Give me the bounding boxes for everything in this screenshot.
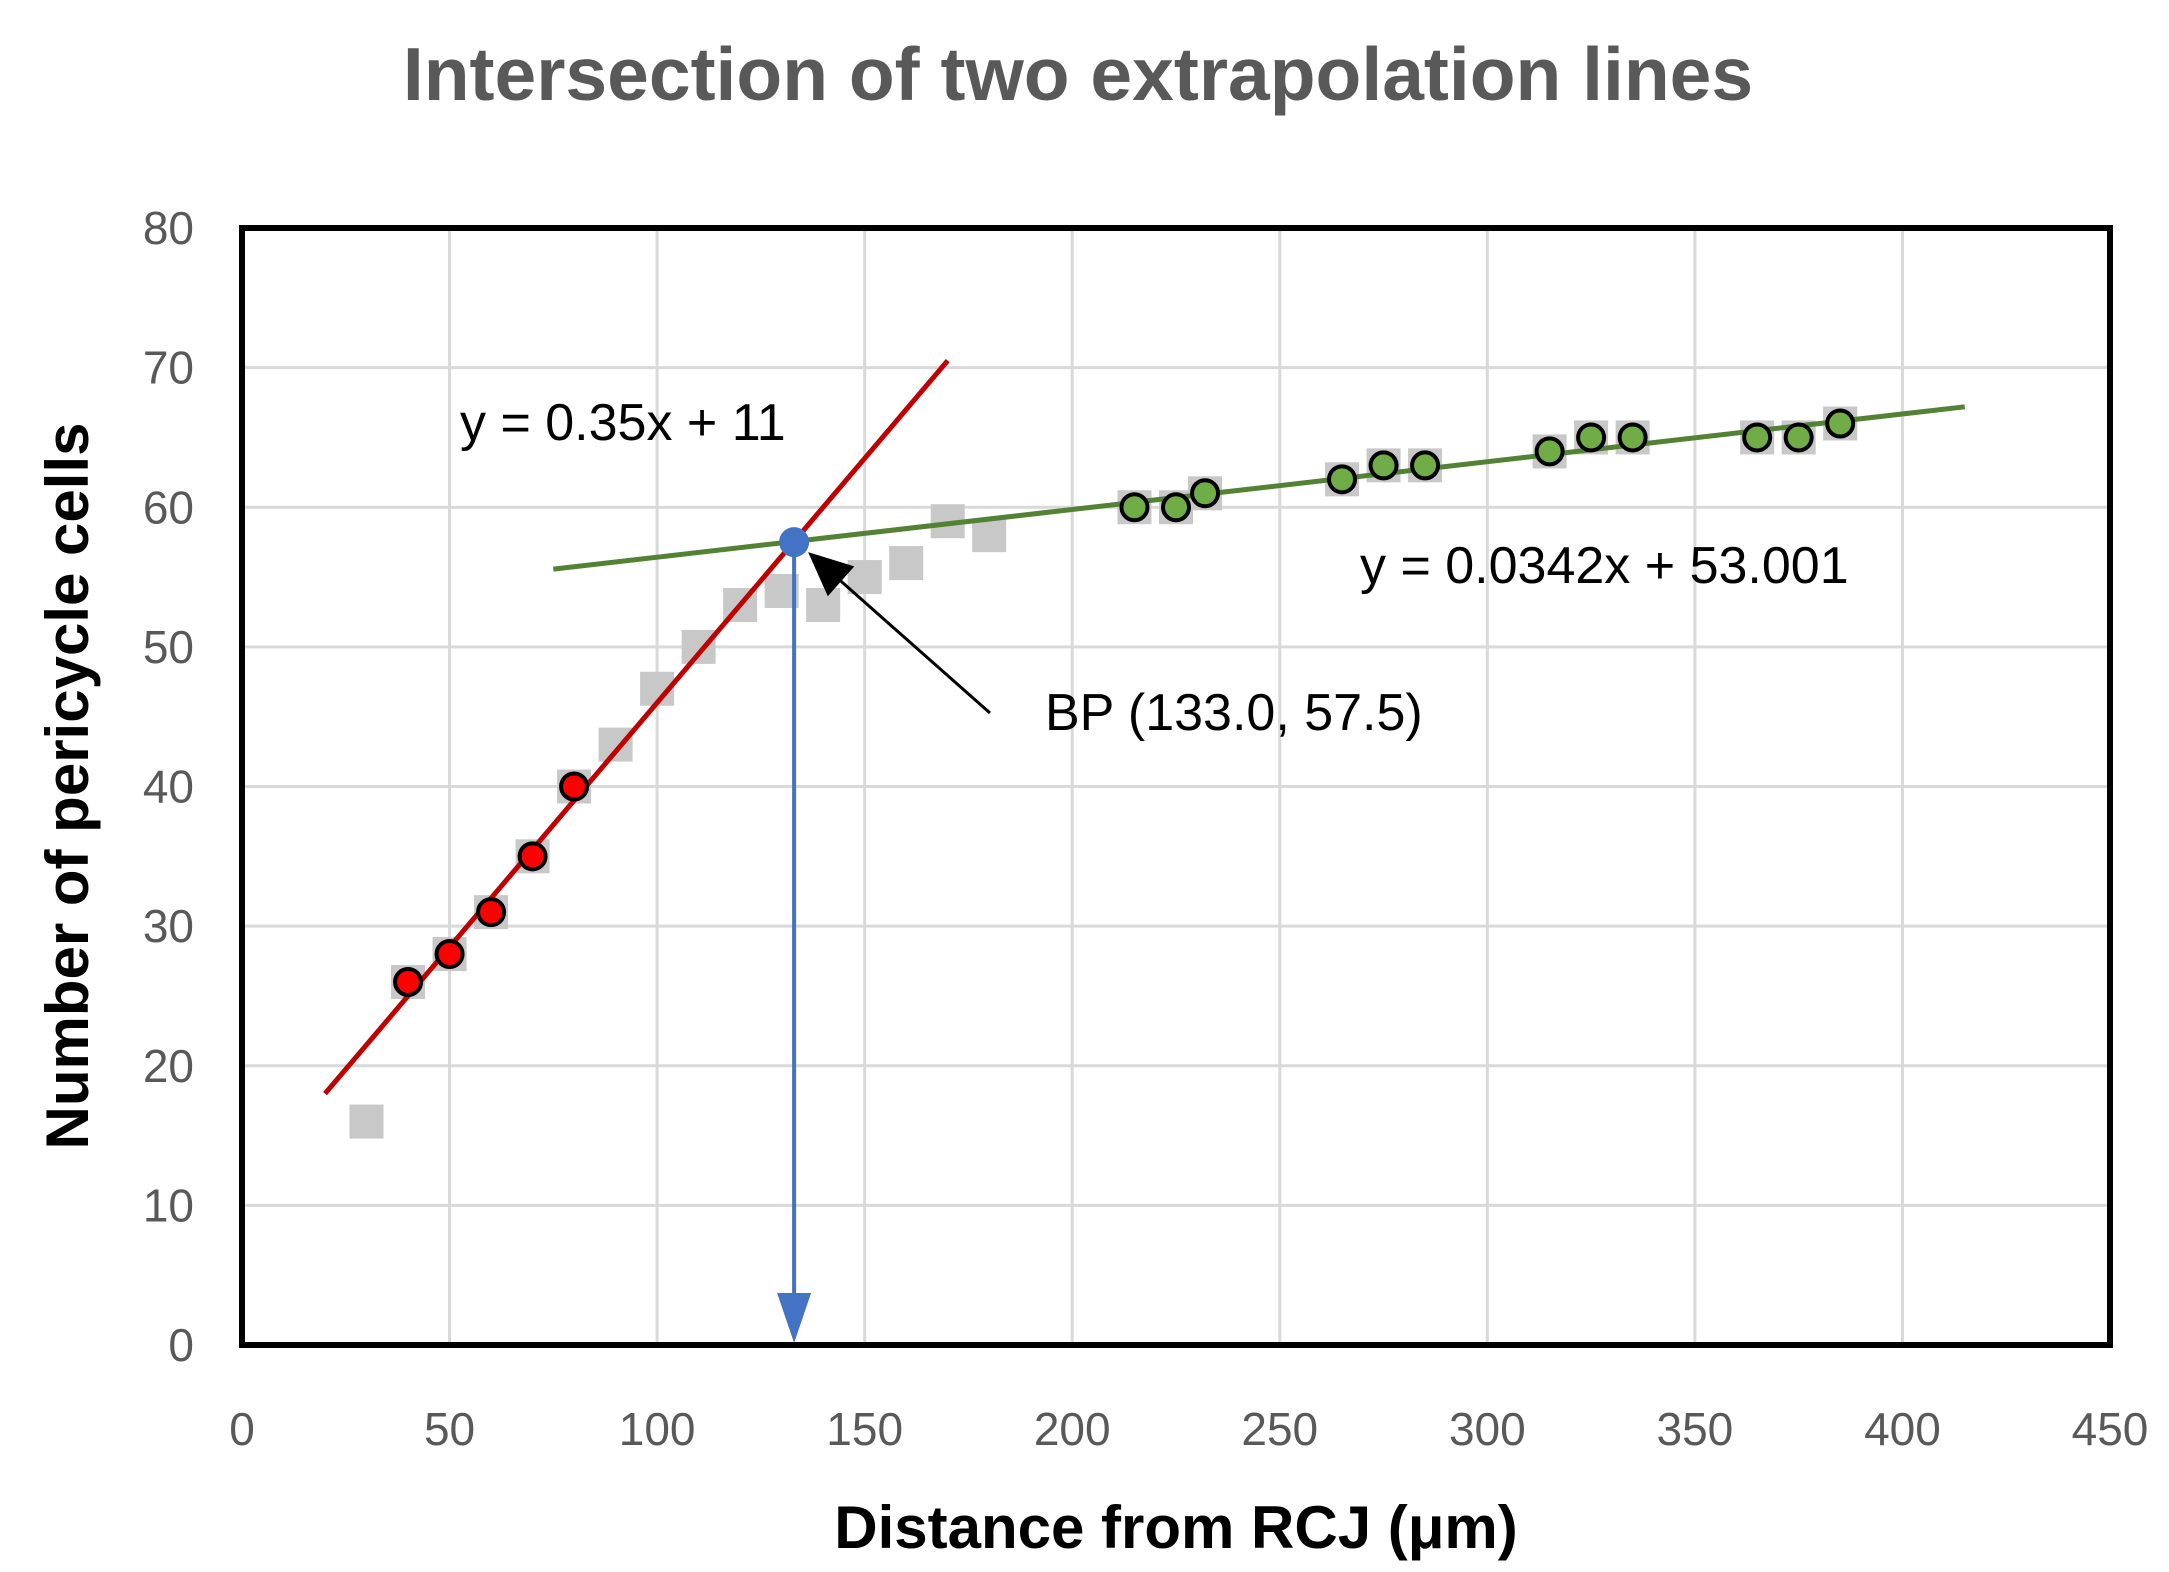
y-tick-label: 50 (143, 621, 194, 673)
data-point-circle (1327, 464, 1358, 495)
x-tick-label: 200 (1034, 1403, 1111, 1455)
y-axis-title: Number of pericycle cells (34, 423, 101, 1150)
x-tick-label: 50 (424, 1403, 475, 1455)
y-tick-label: 0 (168, 1319, 194, 1371)
data-point-square (972, 518, 1007, 553)
data-point-circle (434, 939, 465, 970)
data-point-circle (1576, 422, 1607, 453)
data-point-circle (393, 966, 424, 997)
x-tick-label: 0 (229, 1403, 255, 1455)
y-tick-label: 10 (143, 1179, 194, 1231)
data-point-circle (559, 771, 590, 802)
data-point-square (598, 727, 633, 762)
x-axis-title: Distance from RCJ (μm) (834, 1494, 1518, 1561)
chart-title: Intersection of two extrapolation lines (403, 32, 1753, 116)
data-point-circle (1410, 450, 1441, 481)
data-point-circle (1534, 436, 1565, 467)
x-tick-label: 150 (826, 1403, 903, 1455)
data-point-circle (476, 897, 507, 928)
trend-line (323, 359, 950, 1096)
data-point-circle (1742, 422, 1773, 453)
data-point-circle (1161, 492, 1191, 523)
early-trend-equation: y = 0.35x + 11 (460, 394, 786, 452)
data-point-circle (1190, 478, 1221, 509)
breakpoint-label: BP (133.0, 57.5) (1045, 684, 1423, 742)
y-tick-label: 80 (143, 202, 194, 254)
breakpoint-drop-arrowhead (777, 1293, 812, 1343)
data-point-square (889, 546, 924, 581)
breakpoint-callout-line (840, 580, 991, 715)
y-tick-label: 60 (143, 481, 194, 533)
data-point-circle (517, 841, 548, 872)
data-point-circle (1368, 450, 1399, 481)
tick-labels: 0 50 100 150 200 250 300 350 400 450 0 10 20 30 40 50 60… (143, 202, 2149, 1455)
data-point-square (806, 587, 841, 622)
x-tick-label: 350 (1657, 1403, 1734, 1455)
x-tick-label: 400 (1864, 1403, 1941, 1455)
breakpoint-marker (779, 527, 810, 558)
y-tick-label: 30 (143, 900, 194, 952)
breakpoint-callout-arrowhead (808, 552, 855, 597)
data-point-circle (1617, 422, 1648, 453)
plot-frame (239, 225, 2113, 1348)
data-point-square (349, 1104, 384, 1139)
data-point-square (847, 560, 882, 595)
plot-area (323, 359, 1965, 1343)
data-point-square (681, 629, 716, 664)
y-tick-label: 40 (143, 761, 194, 813)
y-tick-label: 70 (143, 342, 194, 394)
late-trend-equation: y = 0.0342x + 53.001 (1360, 537, 1849, 595)
data-point-circle (1119, 492, 1150, 523)
x-tick-label: 450 (2072, 1403, 2149, 1455)
x-tick-label: 300 (1449, 1403, 1526, 1455)
data-point-circle (1825, 408, 1856, 439)
y-tick-label: 20 (143, 1040, 194, 1092)
x-tick-label: 100 (619, 1403, 696, 1455)
x-tick-label: 250 (1241, 1403, 1318, 1455)
data-point-circle (1783, 422, 1814, 453)
